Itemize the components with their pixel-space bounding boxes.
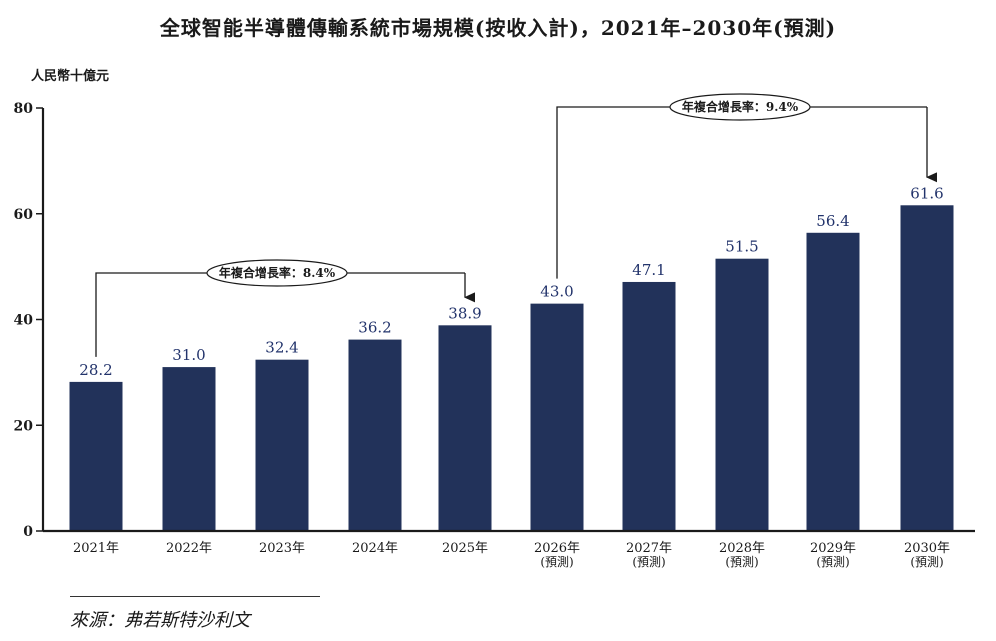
bar-value-label: 36.2 [358,319,391,337]
bar-value-label: 32.4 [265,339,298,357]
x-category-label: 2030年 [904,541,950,556]
x-category-forecast-note: (預測) [725,555,758,569]
y-tick-label: 20 [14,418,34,434]
y-axis-ticks: 0 20 40 60 80 [14,101,43,540]
x-category-label: 2025年 [442,541,488,556]
y-tick-label: 80 [14,101,34,117]
bars [69,205,954,532]
bar-value-label: 28.2 [79,361,112,379]
x-axis-categories: 2021年 2022年 2023年 2024年 2025年 2026年(預測)2027年(… [73,541,950,569]
bar-value-label: 51.5 [725,238,758,256]
x-category-label: 2022年 [166,541,212,556]
x-category-forecast-note: (預測) [816,555,849,569]
cagr-bubble [669,93,811,121]
cagr-annotation-2: 年複合增長率：9.4% [556,93,937,279]
bar-2027年 [622,281,676,531]
x-category-label: 2028年 [719,541,765,556]
bar-2026年 [530,303,584,531]
bar-value-label: 61.6 [910,184,943,202]
y-tick-label: 0 [23,524,33,540]
x-category-forecast-note: (預測) [540,555,573,569]
x-category-label: 2024年 [352,541,398,556]
source-divider [70,596,320,597]
cagr-label: 年複合增長率：8.4% [219,265,336,280]
cagr-bubble [206,259,348,287]
x-category-label: 2027年 [626,541,672,556]
bar-2030年 [900,205,954,532]
bar-2029年 [806,232,860,531]
bar-2022年 [162,367,216,531]
cagr-annotations: 年複合增長率：8.4% 年複合增長率：9.4% [95,93,937,357]
y-axis-label: 人民幣十億元 [31,68,109,84]
cagr-annotation-1: 年複合增長率：8.4% [95,259,475,357]
y-tick-label: 40 [14,313,34,329]
bar-2021年 [69,381,123,531]
bar-2023年 [255,359,309,531]
chart-title: 全球智能半導體傳輸系統市場規模(按收入計)，2021年–2030年(預測) [159,16,837,40]
bar-value-label: 38.9 [448,304,481,322]
bar-value-label: 56.4 [816,212,849,230]
cagr-label: 年複合增長率：9.4% [682,99,799,114]
x-category-forecast-note: (預測) [632,555,665,569]
y-tick-label: 60 [14,207,34,223]
x-category-label: 2029年 [810,541,856,556]
bar-value-labels: 28.2 31.0 32.4 36.2 38.9 43.0 47.1 51.5 56.4 61.6 [79,184,943,379]
x-category-forecast-note: (預測) [910,555,943,569]
bar-2024年 [348,339,402,531]
bar-2028年 [715,258,769,531]
bar-value-label: 31.0 [172,346,205,364]
x-category-label: 2023年 [259,541,305,556]
bar-value-label: 43.0 [540,283,573,301]
x-category-label: 2021年 [73,541,119,556]
x-category-label: 2026年 [534,541,580,556]
bar-2025年 [438,325,492,531]
source-note: 來源：弗若斯特沙利文 [70,610,250,631]
bar-value-label: 47.1 [632,261,665,279]
